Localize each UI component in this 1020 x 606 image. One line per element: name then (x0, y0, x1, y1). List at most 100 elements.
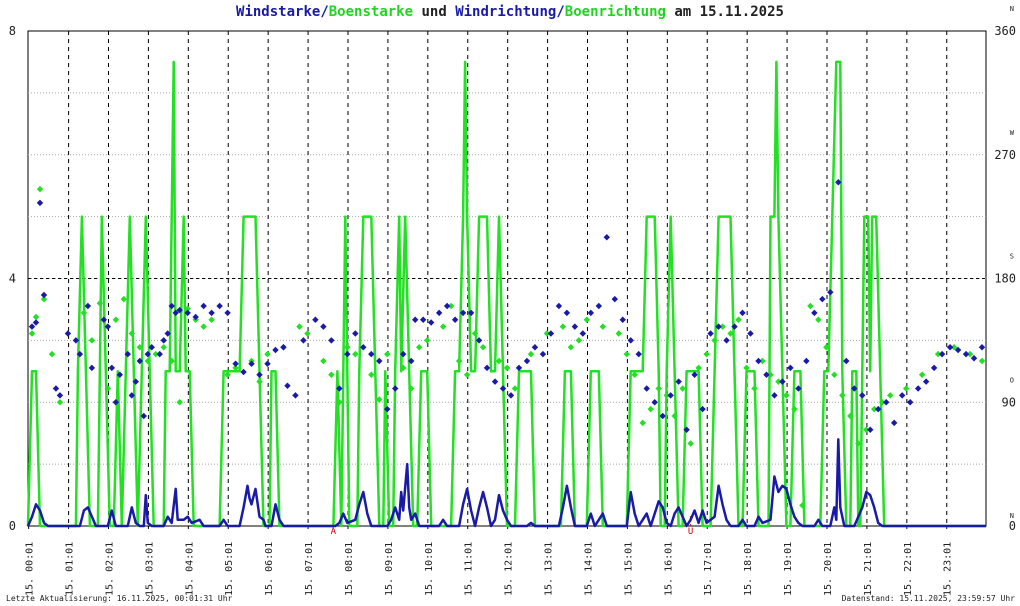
x-tick-label: 15. 19:01 (783, 542, 794, 596)
windstarke-line (26, 438, 986, 528)
windrichtung-point (384, 405, 391, 413)
windrichtung-point (64, 330, 72, 337)
windrichtung-point (176, 306, 183, 314)
windrichtung-point (336, 385, 343, 392)
windrichtung-point (731, 323, 738, 330)
boenrichtung-point (623, 350, 630, 358)
data-status-text: Datenstand: 15.11.2025, 23:59:57 Uhr (841, 594, 1015, 603)
windrichtung-point (859, 392, 866, 399)
boenrichtung-point (847, 412, 854, 420)
windrichtung-point (280, 344, 287, 351)
boenrichtung-point (304, 330, 311, 337)
windrichtung-point (128, 392, 135, 399)
windrichtung-point (192, 313, 199, 321)
windrichtung-point (408, 357, 415, 365)
x-tick-label: 15. 12:01 (504, 542, 515, 596)
windrichtung-point (435, 309, 443, 317)
boenrichtung-point (28, 330, 36, 337)
title-sep-1: / (320, 4, 329, 20)
windrichtung-point (579, 330, 587, 337)
boenrichtung-point (152, 350, 159, 358)
windrichtung-point (635, 350, 642, 358)
x-tick-label: 15. 02:01 (104, 542, 115, 596)
x-tick-label: 15. 21:01 (863, 542, 874, 596)
right-axis-cardinal: N (1010, 5, 1014, 13)
windrichtung-point (803, 357, 810, 365)
x-tick-label: 15. 14:01 (583, 542, 594, 596)
boenrichtung-point (639, 419, 646, 427)
boenrichtung-point (671, 412, 678, 420)
windrichtung-point (32, 319, 40, 326)
x-tick-label: 15. 11:01 (464, 542, 475, 596)
boenrichtung-point (527, 350, 535, 358)
windrichtung-point (56, 392, 64, 399)
boenrichtung-point (511, 385, 519, 392)
x-tick-label: 15. 00:01 (25, 542, 36, 596)
boenrichtung-point (463, 371, 471, 378)
right-axis-cardinal: O (1010, 376, 1014, 384)
boenrichtung-point (767, 371, 774, 378)
right-axis-label: 180 (994, 272, 1016, 286)
windrichtung-point (867, 426, 874, 433)
windrichtung-point (172, 309, 179, 317)
right-axis-cardinal: S (1010, 253, 1014, 261)
boenrichtung-point (128, 330, 135, 337)
title-boenstarke: Boenstarke (328, 4, 414, 20)
windrichtung-point (667, 392, 674, 399)
windrichtung-point (451, 316, 459, 323)
boenrichtung-point (144, 357, 151, 365)
windrichtung-point (156, 350, 163, 358)
boenrichtung-point (615, 330, 622, 337)
boenrichtung-point (887, 392, 894, 399)
boenrichtung-point (543, 330, 551, 337)
x-tick-label: 15. 05:01 (224, 542, 235, 596)
windrichtung-point (962, 350, 970, 358)
boenrichtung-point (751, 385, 758, 392)
title-date: am 15.11.2025 (665, 4, 784, 20)
boenrichtung-point (471, 330, 479, 337)
windrichtung-point (571, 323, 579, 330)
boenrichtung-point (32, 313, 40, 321)
windrichtung-point (819, 295, 826, 303)
boenrichtung-point (934, 350, 942, 358)
left-axis-label: 4 (9, 272, 16, 286)
x-tick-label: 15. 08:01 (344, 542, 355, 596)
boenrichtung-point (735, 316, 742, 323)
windrichtung-point (611, 295, 618, 303)
windrichtung-point (499, 385, 507, 392)
boenrichtung-point (655, 385, 662, 392)
boenrichtung-point (184, 305, 191, 312)
boenrichtung-point (408, 385, 415, 392)
windrichtung-point (922, 378, 930, 385)
boenrichtung-point (176, 399, 183, 406)
boenrichtung-point (224, 371, 231, 378)
windrichtung-point (232, 360, 239, 367)
windrichtung-point (368, 350, 375, 358)
boenrichtung-point (423, 337, 431, 344)
windrichtung-point (352, 330, 359, 337)
windrichtung-point (851, 385, 858, 392)
windrichtung-point (300, 337, 307, 344)
windrichtung-point (675, 378, 682, 385)
boenrichtung-point (863, 426, 870, 433)
windrichtung-point (547, 330, 555, 337)
boenrichtung-point (56, 399, 64, 406)
windrichtung-point (779, 378, 786, 385)
windrichtung-point (763, 371, 770, 378)
x-tick-label: 15. 07:01 (304, 542, 315, 596)
right-axis-label: 360 (994, 24, 1016, 38)
windrichtung-point (284, 382, 291, 389)
boenrichtung-point (791, 405, 798, 413)
boenrichtung-point (503, 364, 511, 372)
windrichtung-point (723, 337, 730, 344)
x-tick-label: 15. 06:01 (264, 542, 275, 596)
windrichtung-point (320, 323, 327, 330)
windrichtung-point (76, 350, 84, 358)
x-tick-label: 15. 16:01 (663, 542, 674, 596)
windrichtung-point (264, 360, 271, 367)
title-boenrichtung: Boenrichtung (564, 4, 666, 20)
windrichtung-point (208, 309, 215, 317)
title-windrichtung: Windrichtung (455, 4, 557, 20)
x-tick-label: 15. 01:01 (65, 542, 76, 596)
boenrichtung-point (328, 371, 335, 378)
